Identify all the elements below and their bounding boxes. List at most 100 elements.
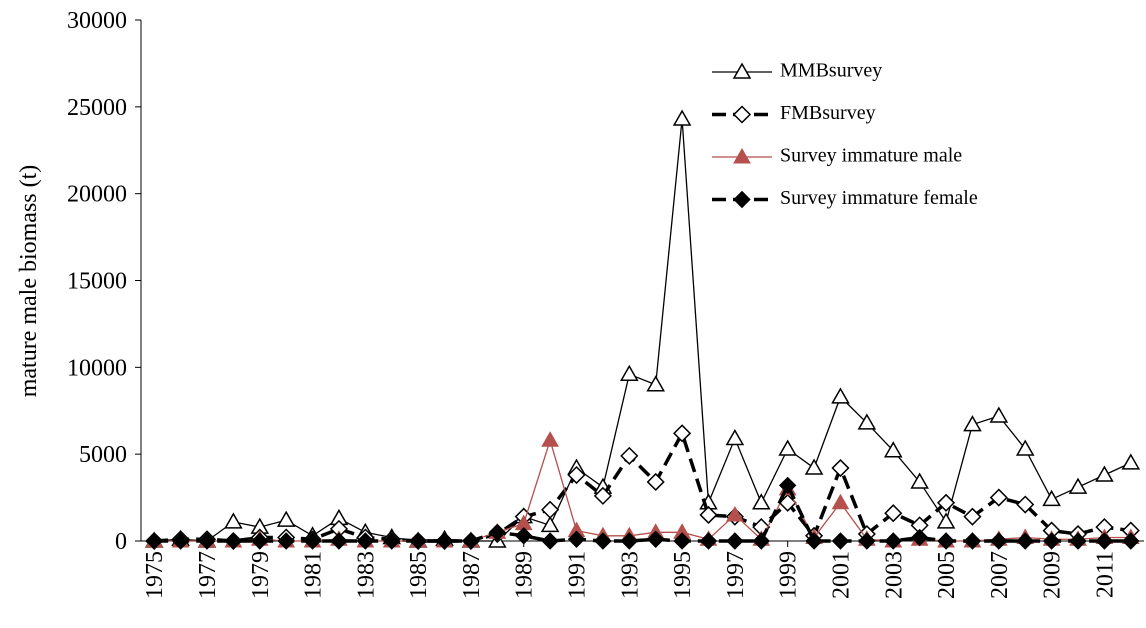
marker [673, 424, 692, 443]
marker [699, 532, 718, 550]
marker [646, 530, 665, 548]
y-tick-label: 25000 [67, 95, 127, 121]
x-tick-label: 2011 [1092, 551, 1118, 598]
legend-marker [732, 62, 752, 79]
marker [620, 364, 639, 382]
marker [171, 532, 190, 550]
marker [858, 532, 876, 550]
marker [699, 505, 718, 525]
marker [620, 446, 639, 465]
marker [356, 532, 375, 550]
marker [330, 532, 348, 550]
marker [541, 532, 559, 550]
y-tick-label: 30000 [67, 8, 127, 34]
x-tick-label: 1991 [565, 551, 591, 599]
marker [541, 500, 560, 519]
x-tick-label: 1995 [670, 551, 696, 599]
marker [883, 441, 903, 458]
x-tick-label: 1999 [776, 551, 802, 599]
marker [1016, 495, 1035, 514]
marker [726, 532, 744, 550]
y-tick-label: 15000 [67, 269, 127, 295]
marker [910, 528, 929, 547]
marker [567, 465, 586, 485]
x-tick-label: 1981 [301, 551, 327, 599]
marker [567, 530, 586, 548]
marker [1042, 532, 1061, 550]
marker [910, 472, 929, 489]
marker [1095, 465, 1114, 482]
marker [936, 493, 956, 512]
marker [224, 532, 243, 550]
marker [409, 532, 427, 550]
marker [1122, 532, 1140, 550]
marker [224, 512, 243, 529]
marker [989, 406, 1009, 423]
legend-label: Survey immature female [780, 187, 978, 209]
marker [857, 413, 877, 430]
marker [937, 532, 955, 550]
marker [831, 458, 850, 478]
series [145, 431, 1140, 548]
marker [1095, 532, 1114, 550]
x-tick-label: 2009 [1040, 551, 1066, 599]
marker [145, 532, 163, 550]
x-tick-label: 1997 [723, 551, 749, 599]
marker [646, 375, 665, 392]
x-tick-label: 2007 [987, 551, 1013, 599]
marker [963, 532, 982, 550]
series-line [154, 438, 1131, 542]
x-tick-label: 1977 [195, 551, 221, 599]
marker [884, 532, 902, 550]
legend-label: FMBsurvey [780, 102, 876, 124]
x-tick-label: 2005 [934, 551, 960, 599]
marker [725, 429, 745, 446]
marker [963, 415, 982, 432]
marker [541, 431, 559, 447]
marker [963, 507, 982, 526]
legend-marker [733, 147, 751, 164]
y-tick-label: 20000 [67, 182, 127, 208]
marker [620, 532, 639, 550]
marker [804, 458, 824, 475]
marker [515, 527, 533, 545]
marker [831, 387, 850, 404]
y-tick-label: 5000 [79, 442, 127, 468]
x-tick-label: 1985 [406, 551, 432, 599]
marker [989, 488, 1008, 507]
x-tick-label: 1975 [142, 551, 168, 599]
marker [383, 532, 401, 550]
marker [303, 532, 322, 550]
series [144, 109, 1141, 548]
marker [726, 505, 744, 522]
series [145, 476, 1140, 550]
marker [751, 493, 771, 510]
marker [1121, 453, 1141, 470]
x-tick-label: 2003 [881, 551, 907, 599]
legend-label: Survey immature male [780, 145, 962, 167]
marker [594, 532, 612, 550]
series-line [154, 481, 1131, 543]
x-tick-label: 1979 [248, 551, 274, 599]
marker [831, 493, 850, 510]
marker [277, 532, 295, 550]
x-tick-label: 2001 [828, 551, 854, 599]
marker [540, 515, 560, 533]
marker [778, 439, 797, 456]
series-line [154, 118, 1132, 542]
marker [936, 512, 956, 529]
marker [198, 532, 216, 550]
marker [593, 486, 612, 505]
legend-marker [733, 190, 751, 209]
x-tick-label: 1993 [617, 551, 643, 599]
marker [1068, 477, 1088, 494]
marker [752, 532, 770, 550]
x-tick-label: 1989 [512, 551, 538, 599]
marker [251, 532, 269, 550]
marker [488, 523, 507, 542]
marker [831, 532, 850, 550]
marker [1042, 489, 1061, 507]
marker [435, 532, 454, 550]
